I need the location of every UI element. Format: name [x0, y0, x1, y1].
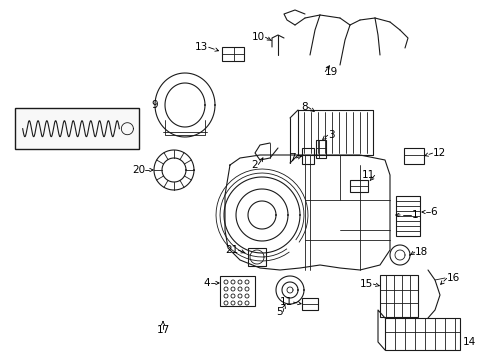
- Text: 8: 8: [301, 102, 307, 112]
- Bar: [222, 47, 244, 61]
- Text: 16: 16: [446, 273, 459, 283]
- Text: 17: 17: [156, 325, 169, 335]
- Text: 18: 18: [414, 247, 427, 257]
- Bar: [247, 248, 265, 266]
- Bar: [349, 180, 367, 192]
- Text: 2: 2: [251, 160, 258, 170]
- Text: 11: 11: [361, 170, 374, 180]
- Text: 12: 12: [432, 148, 446, 158]
- Bar: [15, 108, 139, 149]
- Text: 15: 15: [359, 279, 372, 289]
- Bar: [302, 298, 317, 310]
- Text: 1: 1: [411, 210, 418, 220]
- Text: 19: 19: [325, 67, 338, 77]
- Text: 13: 13: [194, 42, 207, 52]
- Bar: [395, 196, 419, 236]
- Text: 20: 20: [132, 165, 145, 175]
- Bar: [384, 318, 459, 350]
- Text: 7: 7: [289, 153, 295, 163]
- Bar: [379, 275, 417, 317]
- Text: 4: 4: [203, 278, 209, 288]
- Text: 6: 6: [429, 207, 436, 217]
- Text: 14: 14: [462, 337, 475, 347]
- Bar: [315, 140, 325, 158]
- Text: 10: 10: [251, 32, 264, 42]
- Bar: [220, 276, 254, 306]
- Text: 21: 21: [224, 245, 238, 255]
- Text: 9: 9: [151, 100, 158, 110]
- Text: 3: 3: [327, 130, 334, 140]
- Text: 5: 5: [276, 307, 283, 317]
- Bar: [403, 148, 423, 164]
- Bar: [302, 148, 313, 164]
- Text: 11: 11: [279, 297, 292, 307]
